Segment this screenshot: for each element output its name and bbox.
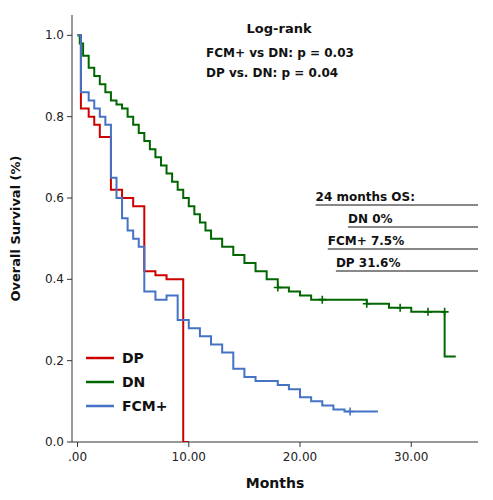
plot-area — [78, 35, 456, 442]
x-tick-label: 20.00 — [283, 450, 317, 464]
x-tick — [77, 442, 78, 447]
legend-label: DN — [122, 374, 145, 390]
x-tick — [188, 442, 189, 447]
y-tick — [67, 279, 72, 280]
annotation-underline — [348, 227, 478, 228]
y-tick-label: 0.4 — [45, 272, 64, 286]
annotation-underline — [336, 271, 478, 272]
legend-label: DP — [122, 350, 144, 366]
censor-mark — [318, 296, 326, 304]
legend: DP DN FCM+ — [86, 350, 168, 414]
censor-mark — [363, 300, 371, 308]
y-tick-label: 0.6 — [45, 191, 64, 205]
x-tick-label: .00 — [68, 450, 87, 464]
legend-swatch — [86, 381, 114, 384]
annotation-underline — [316, 205, 478, 206]
legend-swatch — [86, 357, 114, 360]
y-tick-label: 0.2 — [45, 354, 64, 368]
legend-swatch — [86, 405, 114, 408]
censor-mark — [274, 283, 282, 291]
x-tick — [300, 442, 301, 447]
annotation: DP vs. DN: p = 0.04 — [206, 66, 338, 80]
legend-label: FCM+ — [122, 398, 168, 414]
x-tick — [411, 442, 412, 447]
y-tick — [67, 198, 72, 199]
axes: .00 10.00 20.00 30.00 0.0 0.2 0.4 0.6 0.8 1.0 — [45, 15, 478, 464]
y-tick — [67, 442, 72, 443]
annotation: FCM+ 7.5% — [328, 234, 404, 248]
y-tick-label: 0.0 — [45, 435, 64, 449]
annotation: FCM+ vs DN: p = 0.03 — [206, 46, 354, 60]
annotations: Log-rank FCM+ vs DN: p = 0.03 DP vs. DN: p… — [206, 21, 478, 271]
annotation: 24 months OS: — [316, 190, 415, 204]
x-axis-line — [72, 442, 478, 443]
annotation: DP 31.6% — [336, 256, 401, 270]
censor-mark — [441, 308, 449, 316]
annotation-underline — [328, 249, 478, 250]
survival-line — [78, 35, 378, 411]
censor-mark — [424, 308, 432, 316]
x-axis-label: Months — [246, 475, 305, 491]
annotation: Log-rank — [247, 21, 312, 36]
y-tick — [67, 360, 72, 361]
x-tick-label: 30.00 — [394, 450, 428, 464]
censor-mark — [346, 408, 354, 416]
y-axis-label: Overall Survival (%) — [8, 155, 23, 301]
annotation: DN 0% — [348, 212, 393, 226]
x-tick-label: 10.00 — [172, 450, 206, 464]
y-tick — [67, 116, 72, 117]
survival-line — [78, 35, 456, 356]
y-axis-line — [72, 15, 73, 442]
chart: .00 10.00 20.00 30.00 0.0 0.2 0.4 0.6 0.8 1.0 Mont… — [0, 0, 493, 500]
y-tick-label: 1.0 — [45, 28, 64, 42]
y-tick-label: 0.8 — [45, 110, 64, 124]
censor-mark — [396, 304, 404, 312]
y-tick — [67, 35, 72, 36]
